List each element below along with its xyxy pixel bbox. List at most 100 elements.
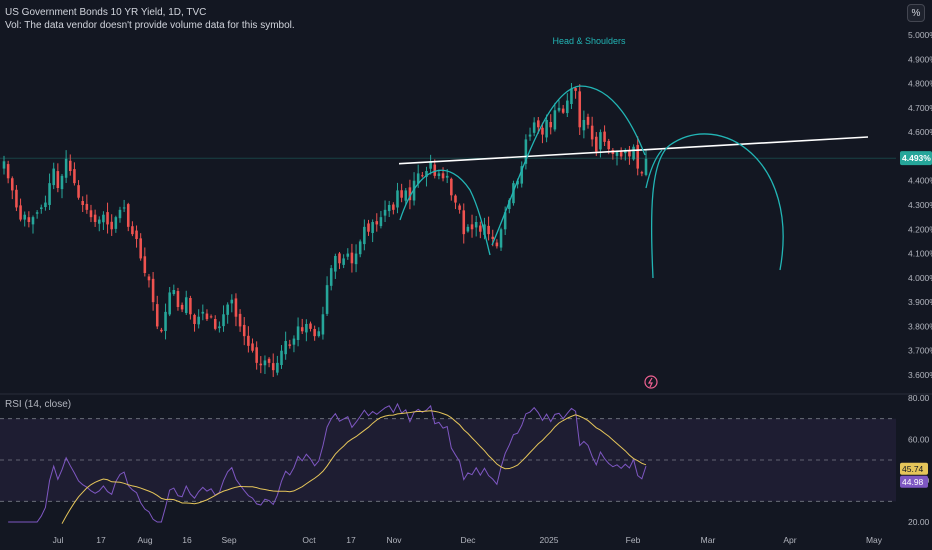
candle xyxy=(139,233,142,261)
price-tick-label: 3.800% xyxy=(908,321,932,331)
percent-scale-button[interactable]: % xyxy=(907,4,925,22)
candle xyxy=(574,86,577,99)
rsi-ma-line xyxy=(61,410,647,524)
candle xyxy=(387,200,391,218)
candle xyxy=(392,202,395,215)
candle xyxy=(383,200,387,223)
price-tick-label: 4.200% xyxy=(908,224,932,234)
candle xyxy=(479,221,482,239)
symbol-title[interactable]: US Government Bonds 10 YR Yield, 1D, TVC xyxy=(5,7,207,18)
candle xyxy=(106,202,109,234)
candle xyxy=(636,136,640,176)
candle xyxy=(213,315,217,331)
candle xyxy=(193,313,196,332)
candle xyxy=(363,219,366,251)
candle xyxy=(300,318,304,335)
candle xyxy=(450,177,453,201)
candle xyxy=(458,203,461,214)
candle xyxy=(499,227,503,251)
candle xyxy=(238,309,242,332)
candle xyxy=(292,335,296,353)
candle xyxy=(60,173,64,199)
candle xyxy=(346,248,350,260)
rsi-legend[interactable]: RSI (14, close) xyxy=(5,399,72,410)
candle xyxy=(15,185,18,212)
candle xyxy=(155,295,159,330)
candle xyxy=(44,195,47,211)
candle xyxy=(234,293,238,327)
candle xyxy=(329,265,333,291)
right-shoulder-arc[interactable] xyxy=(650,133,784,279)
candle xyxy=(557,100,561,113)
lightning-event-icon[interactable] xyxy=(644,375,658,389)
rsi-ma-value: 45.74 xyxy=(902,464,924,474)
pattern-label[interactable]: Head & Shoulders xyxy=(552,36,626,46)
candle xyxy=(570,82,573,109)
left-shoulder-arc[interactable] xyxy=(399,169,491,256)
candle xyxy=(255,341,258,370)
candle xyxy=(64,150,68,183)
candle xyxy=(89,204,93,223)
candle xyxy=(599,129,602,158)
price-pane[interactable] xyxy=(0,82,896,377)
candle xyxy=(429,154,432,175)
candle xyxy=(545,114,548,143)
candle xyxy=(524,134,528,170)
candle xyxy=(118,206,122,223)
price-axis[interactable]: 3.600% 3.700% 3.800% 3.900% 4.000% 4.100% 4.20… xyxy=(900,30,932,527)
time-tick-label: 2025 xyxy=(540,535,559,545)
candle xyxy=(81,196,84,213)
candle xyxy=(284,331,287,360)
candle xyxy=(441,167,445,182)
last-price-badge xyxy=(900,151,932,166)
rsi-pane[interactable] xyxy=(0,402,896,524)
candle xyxy=(354,244,358,273)
candle xyxy=(483,217,486,240)
candle xyxy=(437,169,441,180)
candle xyxy=(512,180,515,206)
rsi-value-badge xyxy=(900,475,928,488)
time-tick-label: 17 xyxy=(346,535,356,545)
right-shoulder-start[interactable] xyxy=(645,149,663,189)
candle xyxy=(52,162,55,190)
candle xyxy=(549,114,553,135)
candle xyxy=(251,338,254,353)
price-tick-label: 4.400% xyxy=(908,176,932,186)
candle xyxy=(19,198,22,222)
time-tick-label: Feb xyxy=(626,535,641,545)
candle xyxy=(296,317,300,347)
candle xyxy=(184,290,188,316)
candle xyxy=(93,209,97,227)
candle xyxy=(590,116,594,147)
candle xyxy=(433,159,437,179)
candle xyxy=(400,183,403,203)
candle xyxy=(85,194,89,214)
head-arc[interactable] xyxy=(491,85,646,246)
candle xyxy=(375,213,379,232)
candle xyxy=(474,215,478,237)
drawings[interactable]: Head & Shoulders xyxy=(398,36,869,389)
candle xyxy=(367,219,370,236)
candle xyxy=(31,215,35,234)
rsi-line xyxy=(8,402,647,523)
candle xyxy=(408,179,412,210)
price-tick-label: 4.100% xyxy=(908,249,932,259)
price-tick-label: 4.700% xyxy=(908,103,932,113)
time-tick-label: Apr xyxy=(783,535,796,545)
time-axis[interactable]: Jul 17 Aug 16 Sep Oct 17 Nov Dec 2025 Feb Mar Apr May xyxy=(53,535,883,545)
last-price-label: 4.493% xyxy=(902,153,931,163)
candle xyxy=(280,345,283,369)
candle xyxy=(131,221,134,237)
price-tick-label: 3.600% xyxy=(908,370,932,380)
candle xyxy=(172,284,176,296)
candle xyxy=(566,93,569,118)
candle xyxy=(470,214,474,238)
candle xyxy=(6,160,10,184)
candle xyxy=(151,272,155,311)
candle xyxy=(317,327,321,338)
neckline[interactable] xyxy=(398,136,869,165)
time-tick-label: Aug xyxy=(137,535,152,545)
candle xyxy=(205,309,209,322)
candle xyxy=(532,117,536,137)
